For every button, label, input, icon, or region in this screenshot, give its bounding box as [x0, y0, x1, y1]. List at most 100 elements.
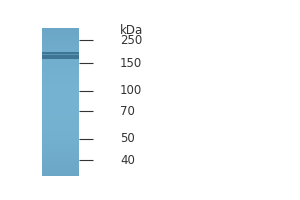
Bar	[42, 97, 79, 98]
Bar	[42, 113, 79, 114]
Bar	[42, 170, 79, 171]
Bar	[42, 116, 79, 117]
Bar	[42, 110, 79, 111]
Bar	[42, 71, 79, 72]
Bar	[42, 54, 79, 55]
Bar	[42, 157, 79, 158]
Bar	[42, 145, 79, 146]
Bar	[42, 28, 79, 29]
Bar	[42, 76, 79, 77]
Bar	[42, 125, 79, 126]
Bar	[42, 95, 79, 96]
Bar	[42, 73, 79, 74]
Bar	[42, 47, 79, 48]
Bar	[42, 142, 79, 143]
Bar	[42, 39, 79, 40]
Bar	[42, 120, 79, 121]
Bar	[42, 91, 79, 92]
Bar	[42, 68, 79, 69]
Bar	[42, 138, 79, 139]
Bar	[42, 164, 79, 165]
Bar	[42, 164, 79, 165]
Bar	[42, 124, 79, 125]
Bar	[42, 169, 79, 170]
Bar	[42, 59, 79, 60]
Bar	[42, 84, 79, 85]
Bar	[42, 161, 79, 162]
Bar	[42, 58, 79, 59]
Bar	[42, 34, 79, 35]
Bar	[42, 93, 79, 94]
Text: 100: 100	[120, 84, 142, 97]
Bar	[42, 141, 79, 142]
Bar	[42, 56, 79, 57]
Bar	[42, 149, 79, 150]
Bar	[42, 102, 79, 103]
Bar	[42, 90, 79, 91]
Bar	[42, 136, 79, 137]
Bar	[42, 80, 79, 81]
Bar	[42, 32, 79, 33]
Bar	[42, 103, 79, 104]
Bar	[42, 92, 79, 93]
Bar	[42, 153, 79, 154]
Bar	[42, 62, 79, 63]
Bar	[42, 51, 79, 52]
Bar	[42, 48, 79, 49]
Bar	[42, 137, 79, 138]
Bar	[42, 133, 79, 134]
Bar	[42, 122, 79, 123]
Bar	[42, 109, 79, 110]
Bar	[42, 43, 79, 44]
Bar	[42, 146, 79, 147]
Bar	[42, 98, 79, 99]
Bar	[42, 102, 79, 103]
Bar	[42, 51, 79, 52]
Bar	[42, 165, 79, 166]
Bar	[42, 130, 79, 131]
Bar	[42, 37, 79, 38]
Bar	[42, 133, 79, 134]
Bar	[42, 96, 79, 97]
Bar	[42, 154, 79, 155]
Bar	[42, 30, 79, 31]
Bar	[42, 89, 79, 90]
Bar	[42, 36, 79, 37]
Bar	[42, 150, 79, 151]
Bar	[42, 65, 79, 66]
Text: 50: 50	[120, 132, 135, 145]
Bar	[42, 147, 79, 148]
Text: kDa: kDa	[120, 24, 143, 37]
Bar	[42, 74, 79, 75]
Bar	[42, 160, 79, 161]
Bar	[42, 75, 79, 76]
Bar	[42, 45, 79, 46]
Bar	[42, 52, 79, 53]
Bar	[42, 134, 79, 135]
Bar	[42, 153, 79, 154]
Bar	[42, 33, 79, 34]
Bar	[42, 46, 79, 47]
Bar	[42, 68, 79, 69]
Bar	[42, 135, 79, 136]
Bar	[42, 54, 79, 55]
Bar	[42, 63, 79, 64]
Bar	[42, 155, 79, 156]
Bar	[42, 119, 79, 120]
Bar	[42, 85, 79, 86]
Bar	[42, 123, 79, 124]
Bar	[42, 126, 79, 127]
Bar	[42, 166, 79, 167]
Bar	[42, 82, 79, 83]
Bar	[42, 31, 79, 32]
Bar	[42, 64, 79, 65]
Bar	[42, 85, 79, 86]
Bar	[42, 174, 79, 175]
Bar	[42, 117, 79, 118]
Bar	[42, 173, 79, 174]
Bar	[42, 132, 79, 133]
Bar	[42, 144, 79, 145]
Bar	[42, 48, 79, 49]
Bar	[42, 173, 79, 174]
Bar	[42, 70, 79, 71]
